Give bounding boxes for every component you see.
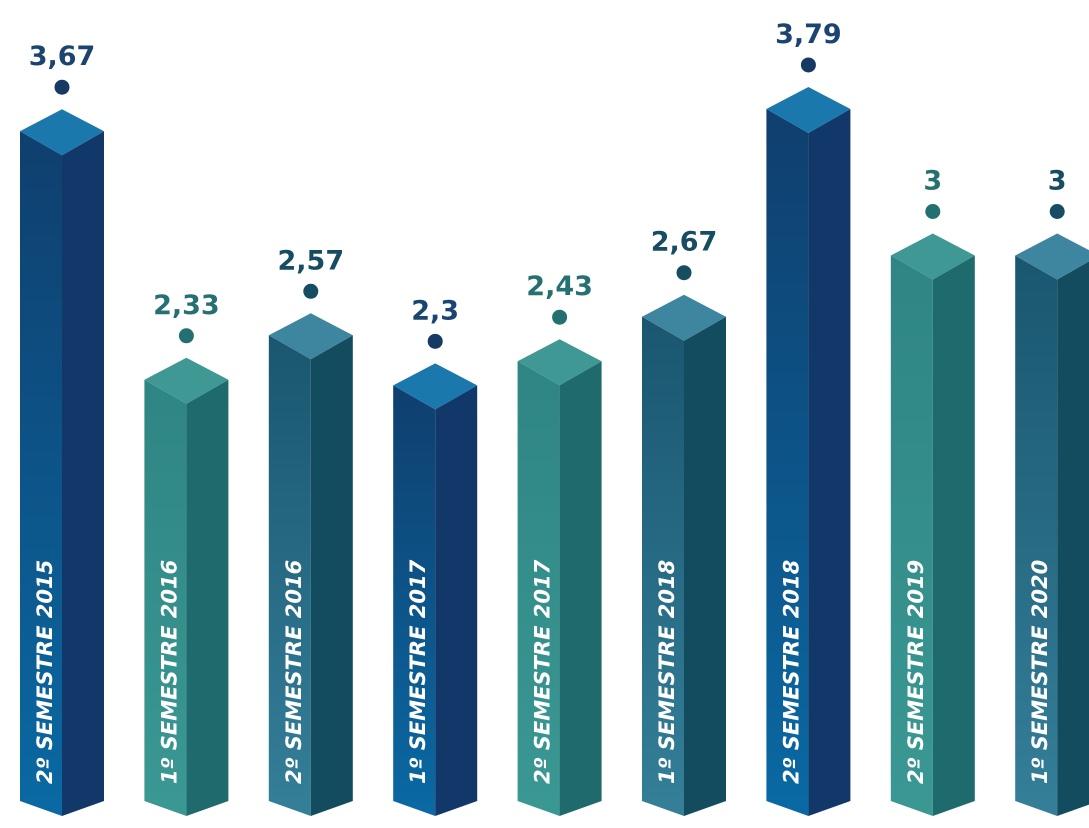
bar-front-face [766, 108, 809, 816]
bar-side-face [1057, 261, 1089, 816]
data-label: 3 [1048, 166, 1067, 197]
bar-front-face [20, 131, 62, 817]
bar-front-face [890, 255, 933, 816]
bar-front-face [393, 385, 436, 816]
data-label: 2,3 [411, 295, 459, 326]
bar-top-face [642, 294, 726, 341]
value-dot-marker [800, 57, 816, 73]
bar-9: 1º SEMESTRE 2020 3 [1015, 166, 1089, 816]
category-label: 1º SEMESTRE 2020 [1028, 560, 1052, 784]
bar-3: 2º SEMESTRE 2016 2,57 [268, 245, 353, 816]
value-dot-marker [676, 265, 692, 281]
bar-front-face [1015, 255, 1058, 816]
data-label: 2,43 [526, 271, 593, 302]
bar-8: 2º SEMESTRE 2019 3 [890, 166, 975, 816]
category-label: 2º SEMESTRE 2015 [33, 560, 57, 784]
value-dot-marker [303, 283, 319, 299]
value-dot-marker [427, 333, 443, 349]
category-label: 1º SEMESTRE 2018 [655, 560, 679, 784]
bar-top-face [20, 109, 104, 156]
category-label: 1º SEMESTRE 2016 [157, 560, 181, 784]
data-label: 2,57 [277, 245, 344, 276]
data-label: 3,79 [775, 19, 842, 50]
value-dot-marker [178, 328, 194, 344]
value-dot-marker [1049, 204, 1065, 219]
value-dot-marker [552, 309, 568, 325]
bar-front-face [268, 335, 311, 816]
bar-side-face [62, 131, 104, 817]
bar-5: 2º SEMESTRE 2017 2,43 [517, 271, 602, 816]
bar-front-face [144, 379, 187, 816]
bar-4: 1º SEMESTRE 2017 2,3 [393, 295, 478, 816]
bar-top-face [268, 313, 353, 360]
bar-1: 2º SEMESTRE 2015 3,67 [20, 41, 104, 817]
data-label: 2,67 [651, 227, 718, 258]
bar-top-face [1015, 233, 1089, 280]
bar-front-face [517, 361, 560, 816]
bar-top-face [517, 339, 602, 386]
data-label: 3 [923, 166, 942, 197]
bar-side-face [435, 385, 478, 816]
bar-side-face [684, 316, 726, 816]
bar-6: 1º SEMESTRE 2018 2,67 [642, 227, 726, 816]
bar-top-face [393, 363, 478, 410]
value-dot-marker [925, 204, 941, 219]
bar-2: 1º SEMESTRE 2016 2,33 [144, 290, 229, 816]
bar-side-face [932, 255, 975, 816]
category-label: 2º SEMESTRE 2017 [531, 559, 555, 784]
bar-side-face [186, 379, 229, 816]
data-label: 2,33 [153, 290, 220, 321]
bar-top-face [144, 357, 229, 404]
bar-7: 2º SEMESTRE 2018 3,79 [766, 19, 851, 816]
value-dot-marker [54, 79, 70, 95]
data-label: 3,67 [29, 41, 96, 72]
category-label: 1º SEMESTRE 2017 [406, 559, 430, 784]
bar-side-face [808, 108, 851, 816]
category-label: 2º SEMESTRE 2019 [904, 560, 928, 784]
bar-front-face [642, 316, 684, 816]
bar-top-face [890, 233, 975, 280]
category-label: 2º SEMESTRE 2018 [779, 560, 803, 784]
category-label: 2º SEMESTRE 2016 [282, 560, 306, 784]
bar-top-face [766, 86, 851, 133]
bar-side-face [559, 361, 602, 816]
bar-side-face [310, 335, 353, 816]
